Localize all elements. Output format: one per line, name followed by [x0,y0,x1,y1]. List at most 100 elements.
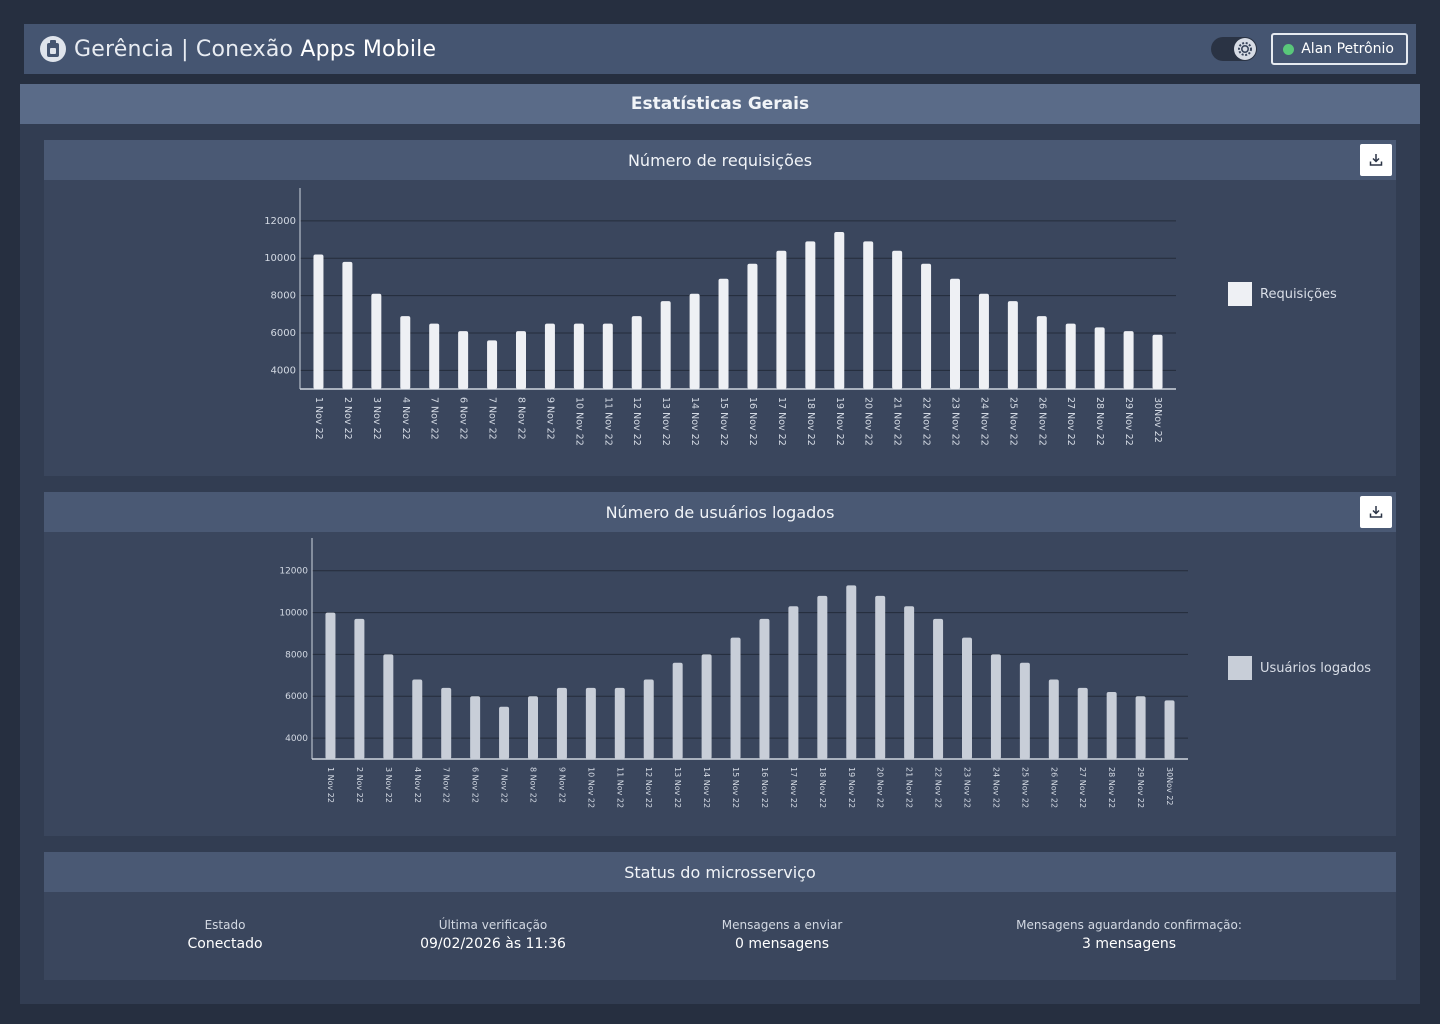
logged-users-bar-chart: 4000 6000 8000 10000 12000 1 Nov 22 2 Nov 22 3 … [279,538,1188,808]
y-tick-label: 12000 [264,216,296,227]
bar [672,662,683,759]
bar [1077,687,1088,759]
bar [458,331,469,389]
bar [371,293,382,389]
x-tick-label: 2 Nov 22 [342,397,353,440]
bar [1123,331,1134,389]
bar [313,254,324,389]
x-tick-label: 12 Nov 22 [631,397,642,446]
legend-swatch [1228,656,1252,680]
bar [1007,301,1018,389]
bar [1152,334,1163,389]
y-tick-label: 10000 [264,253,296,264]
x-tick-label: 11 Nov 22 [615,767,624,808]
status-state: Estado Conectado [187,918,262,952]
bar [412,679,423,759]
status-value: 3 mensagens [1081,936,1177,952]
y-tick-label: 4000 [285,734,308,744]
x-tick-label: 6 Nov 22 [458,397,469,440]
x-tick-label: 30Nov 22 [1165,767,1174,806]
page-title: Estatísticas Gerais [20,84,1420,124]
bar [990,654,1001,759]
x-tick-label: 13 Nov 22 [660,397,671,446]
app-title-prefix: Gerência | Conexão [74,36,301,62]
main-panel: Estatísticas Gerais Número de requisiçõe… [20,84,1420,1004]
status-value: 09/02/2026 às 11:36 [420,936,566,952]
x-tick-label: 17 Nov 22 [789,767,798,808]
bar [776,250,787,389]
x-tick-label: 29 Nov 22 [1123,397,1134,446]
user-menu-button[interactable]: Alan Petrônio [1271,33,1408,65]
x-tick-label: 20 Nov 22 [863,397,874,446]
x-tick-label: 1 Nov 22 [313,397,324,440]
legend-label: Requisições [1260,286,1337,302]
bar [834,232,845,389]
bar [904,606,915,759]
x-tick-label: 25 Nov 22 [1007,397,1018,446]
y-tick-label: 10000 [279,609,308,619]
download-logged-users-button[interactable] [1360,496,1392,528]
bar [400,316,411,389]
bar [325,612,336,759]
bar [516,331,526,389]
x-tick-label: 9 Nov 22 [557,767,566,803]
bar [631,316,642,389]
x-tick-label: 19 Nov 22 [847,767,856,808]
requests-bar-chart: 4000 6000 8000 10000 12000 1 Nov 22 2 Nov 22 3 … [264,188,1176,446]
legend-label: Usuários logados [1260,660,1372,676]
bar [441,687,452,759]
bar [528,696,538,759]
status-last-check: Última verificação 09/02/2026 às 11:36 [420,918,566,952]
bar [573,323,584,389]
bar [1036,316,1047,389]
download-icon [1369,154,1383,166]
download-icon [1369,506,1383,518]
bar [718,278,729,389]
y-tick-label: 8000 [285,650,308,660]
x-tick-label: 17 Nov 22 [776,397,787,446]
x-tick-label: 7 Nov 22 [500,767,509,803]
theme-toggle[interactable] [1211,37,1258,61]
mobile-app-icon [40,36,66,62]
bar [701,654,712,759]
x-tick-label: 30Nov 22 [1152,397,1163,443]
bar [962,637,972,759]
bar [643,679,654,759]
bar [817,595,828,759]
x-tick-label: 12 Nov 22 [644,767,653,808]
bar [1135,696,1146,759]
requests-legend: Requisições [1228,282,1337,306]
download-requests-button[interactable] [1360,144,1392,176]
x-tick-label: 18 Nov 22 [818,767,827,808]
bar [846,585,857,759]
bar [1164,700,1175,759]
x-tick-label: 28 Nov 22 [1094,397,1105,446]
bar [499,706,510,759]
y-tick-label: 4000 [271,365,296,376]
x-tick-label: 11 Nov 22 [602,397,613,446]
user-name: Alan Petrônio [1301,41,1394,57]
status-messages-awaiting: Mensagens aguardando confirmação: 3 mens… [1016,918,1242,952]
x-tick-label: 23 Nov 22 [963,767,972,808]
bar [1065,323,1076,389]
top-bar: Gerência | Conexão Apps Mobile Alan Petr… [24,24,1416,74]
bar [747,263,758,389]
x-tick-label: 7 Nov 22 [429,397,440,440]
status-value: 0 mensagens [734,936,830,952]
x-tick-label: 6 Nov 22 [471,767,480,803]
bar [978,293,989,389]
x-tick-label: 19 Nov 22 [834,397,845,446]
bar [730,637,741,759]
bar [383,654,394,759]
bar [1106,692,1117,759]
bar [1094,327,1105,389]
x-tick-label: 16 Nov 22 [747,397,758,446]
x-tick-label: 26 Nov 22 [1036,397,1047,446]
status-label: Mensagens a enviar [721,918,843,932]
x-tick-label: 3 Nov 22 [371,397,382,440]
x-tick-label: 8 Nov 22 [516,397,527,440]
x-tick-label: 24 Nov 22 [991,767,1000,808]
x-tick-label: 20 Nov 22 [876,767,885,808]
card-header: Número de usuários logados [44,492,1396,532]
app-title-strong: Apps Mobile [300,36,437,62]
